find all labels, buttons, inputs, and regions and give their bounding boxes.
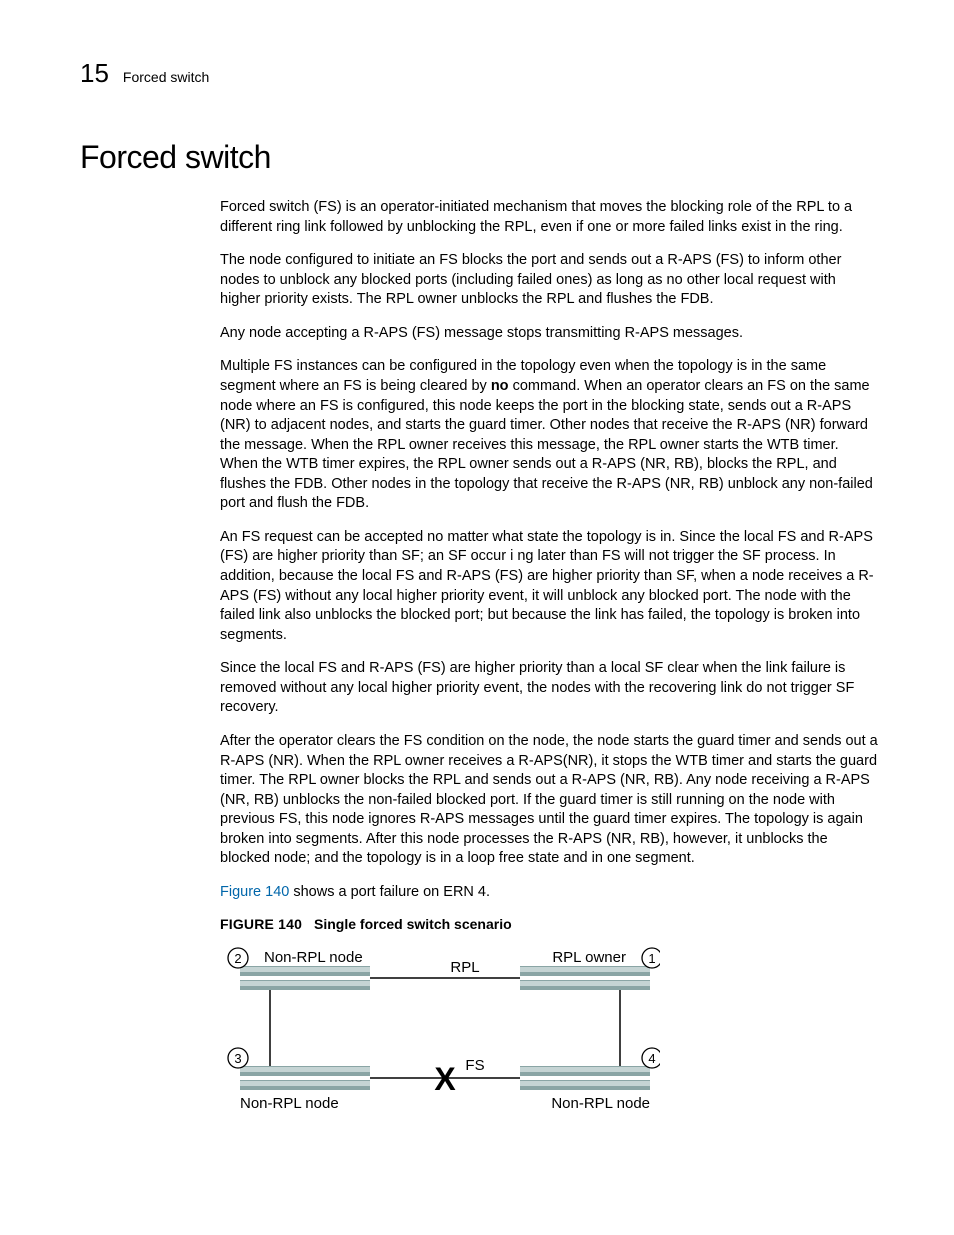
paragraph: The node configured to initiate an FS bl…	[220, 251, 879, 310]
paragraph: Any node accepting a R-APS (FS) message …	[220, 324, 879, 344]
figure-reference-link[interactable]: Figure 140	[220, 884, 289, 900]
chapter-label: Forced switch	[123, 69, 209, 85]
svg-text:X: X	[434, 1061, 456, 1097]
section-heading: Forced switch	[80, 139, 879, 176]
svg-text:3: 3	[234, 1051, 241, 1066]
paragraph: After the operator clears the FS conditi…	[220, 732, 879, 869]
svg-text:Non-RPL node: Non-RPL node	[264, 949, 363, 966]
svg-text:FS: FS	[465, 1057, 484, 1074]
chapter-number: 15	[80, 58, 109, 89]
svg-text:Non-RPL node: Non-RPL node	[240, 1095, 339, 1112]
figure-caption: FIGURE 140 Single forced switch scenario	[220, 916, 879, 932]
paragraph: An FS request can be accepted no matter …	[220, 528, 879, 645]
page-header: 15 Forced switch	[80, 58, 879, 89]
figure-title: Single forced switch scenario	[314, 916, 512, 932]
svg-text:2: 2	[234, 951, 241, 966]
content-area: Forced switch (FS) is an operator-initia…	[220, 198, 879, 1146]
figure-diagram: RPL FS X 2 Non-RPL node 1 RPL owner 3 Non-RPL no…	[220, 946, 879, 1146]
svg-text:RPL owner: RPL owner	[552, 949, 626, 966]
text-run: command. When an operator clears an FS o…	[220, 378, 873, 511]
bold-text: no	[491, 378, 509, 394]
network-diagram-svg: RPL FS X 2 Non-RPL node 1 RPL owner 3 Non-RPL no…	[220, 946, 660, 1141]
paragraph: Since the local FS and R-APS (FS) are hi…	[220, 659, 879, 718]
figure-label: FIGURE 140	[220, 916, 302, 932]
paragraph: Figure 140 shows a port failure on ERN 4…	[220, 883, 879, 903]
text-run: shows a port failure on ERN 4.	[289, 884, 490, 900]
paragraph: Forced switch (FS) is an operator-initia…	[220, 198, 879, 237]
svg-text:1: 1	[648, 951, 655, 966]
svg-text:RPL: RPL	[450, 959, 479, 976]
svg-text:4: 4	[648, 1051, 655, 1066]
svg-text:Non-RPL node: Non-RPL node	[551, 1095, 650, 1112]
paragraph: Multiple FS instances can be configured …	[220, 357, 879, 514]
